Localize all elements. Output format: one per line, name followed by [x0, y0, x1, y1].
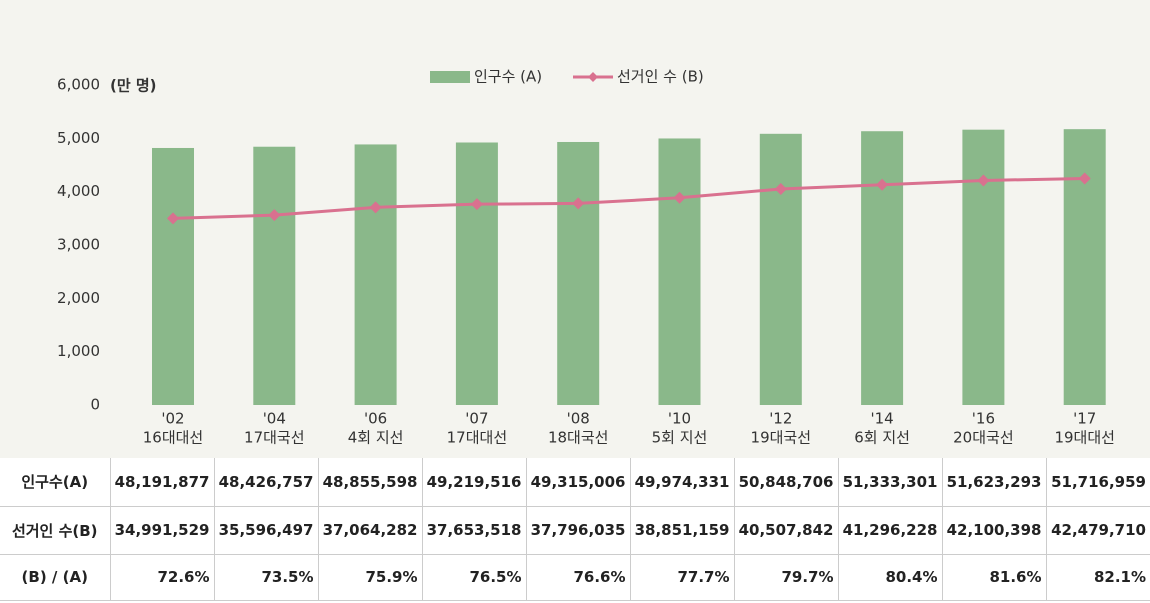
data-table: 인구수(A) 48,191,877 48,426,757 48,855,598 49,2…: [0, 458, 1150, 601]
table-row: 선거인 수(B) 34,991,529 35,596,497 37,064,282 37…: [0, 506, 1150, 555]
table-cell: 42,100,398: [941, 506, 1046, 555]
line-marker: [167, 212, 179, 225]
line-marker: [774, 182, 787, 195]
table-cell: 72.6%: [109, 554, 214, 601]
y-axis-label: (만 명): [110, 77, 157, 95]
x-tick-label: '08: [567, 410, 590, 428]
table-cell: 인구수(A): [0, 458, 110, 507]
table-cell: 42,479,710: [1045, 506, 1150, 555]
table-cell: 35,596,497: [213, 506, 318, 555]
x-tick-label: '04: [263, 410, 286, 428]
y-tick-label: 4,000: [57, 182, 100, 200]
x-tick-sublabel: 4회 지선: [348, 429, 404, 447]
line-marker: [369, 201, 382, 214]
table-cell: 34,991,529: [109, 506, 214, 555]
line-marker: [673, 191, 686, 204]
bar: [759, 133, 802, 406]
x-tick-label: '16: [972, 410, 995, 428]
table-cell: (B) / (A): [0, 554, 110, 601]
x-tick-sublabel: 5회 지선: [652, 429, 708, 447]
table-cell: 77.7%: [629, 554, 734, 601]
legend-swatch: [430, 71, 470, 83]
line-marker: [572, 197, 585, 210]
x-tick-sublabel: 19대대선: [1054, 429, 1115, 447]
x-tick-label: '02: [161, 410, 184, 428]
bar: [1063, 129, 1106, 406]
table-cell: 48,426,757: [213, 458, 318, 507]
x-tick-label: '06: [364, 410, 387, 428]
y-tick-label: 5,000: [57, 129, 100, 147]
x-tick-label: '10: [668, 410, 691, 428]
line: [172, 176, 1085, 220]
table-cell: 49,974,331: [629, 458, 734, 507]
legend-label: 인구수 (A): [474, 68, 542, 86]
table-cell: 49,219,516: [421, 458, 526, 507]
table-cell: 81.6%: [941, 554, 1046, 601]
legend-marker: [588, 72, 598, 82]
table-cell: 37,796,035: [525, 506, 630, 555]
table-cell: 51,716,959: [1045, 458, 1150, 507]
bar: [861, 131, 904, 405]
x-tick-sublabel: 20대국선: [953, 429, 1014, 447]
x-tick-sublabel: 6회 지선: [854, 429, 910, 447]
table-cell: 48,855,598: [317, 458, 422, 507]
bar: [557, 141, 600, 405]
table-cell: 선거인 수(B): [0, 506, 110, 555]
y-tick-label: 2,000: [57, 289, 100, 307]
line-marker: [268, 209, 281, 222]
table-cell: 76.6%: [525, 554, 630, 601]
x-tick-sublabel: 19대국선: [751, 429, 812, 447]
bar: [354, 144, 397, 405]
table-row: (B) / (A) 72.6% 73.5% 75.9% 76.5% 76.6% 77.7% 7…: [0, 554, 1150, 601]
y-tick-label: 0: [90, 396, 100, 414]
table-cell: 75.9%: [317, 554, 422, 601]
table-cell: 80.4%: [837, 554, 942, 601]
y-tick-label: 6,000: [57, 76, 100, 94]
table-cell: 51,623,293: [941, 458, 1046, 507]
x-tick-label: '14: [870, 410, 893, 428]
x-tick-sublabel: 16대대선: [143, 429, 204, 447]
legend-label: 선거인 수 (B): [617, 68, 704, 86]
line-marker: [470, 198, 483, 211]
table-cell: 48,191,877: [109, 458, 214, 507]
y-tick-label: 3,000: [57, 236, 100, 254]
table-cell: 79.7%: [733, 554, 838, 601]
line-marker: [876, 178, 889, 191]
table-cell: 37,064,282: [317, 506, 422, 555]
bar: [962, 129, 1005, 405]
x-tick-sublabel: 18대국선: [548, 429, 609, 447]
bar: [152, 147, 194, 405]
table-row: 인구수(A) 48,191,877 48,426,757 48,855,598 49,2…: [0, 458, 1150, 507]
bar: [253, 146, 296, 405]
x-tick-label: '12: [769, 410, 792, 428]
table-cell: 51,333,301: [837, 458, 942, 507]
table-cell: 40,507,842: [733, 506, 838, 555]
table-cell: 73.5%: [213, 554, 318, 601]
x-tick-sublabel: 17대국선: [244, 429, 305, 447]
y-tick-label: 1,000: [57, 342, 100, 360]
table-cell: 50,848,706: [733, 458, 838, 507]
bar: [658, 138, 701, 406]
table-cell: 82.1%: [1045, 554, 1150, 601]
chart: (만 명) 0 1,000 2,000 3,000 4,000 5,000 6,000 '02…: [0, 0, 1150, 458]
table-cell: 76.5%: [421, 554, 526, 601]
x-tick-label: '07: [465, 410, 488, 428]
table-cell: 38,851,159: [629, 506, 734, 555]
table-cell: 49,315,006: [525, 458, 630, 507]
table-cell: 37,653,518: [421, 506, 526, 555]
x-tick-sublabel: 17대대선: [447, 429, 508, 447]
bar: [455, 142, 498, 405]
line-marker: [977, 174, 990, 187]
x-tick-label: '17: [1073, 410, 1096, 428]
line-marker: [1078, 172, 1091, 185]
table-cell: 41,296,228: [837, 506, 942, 555]
